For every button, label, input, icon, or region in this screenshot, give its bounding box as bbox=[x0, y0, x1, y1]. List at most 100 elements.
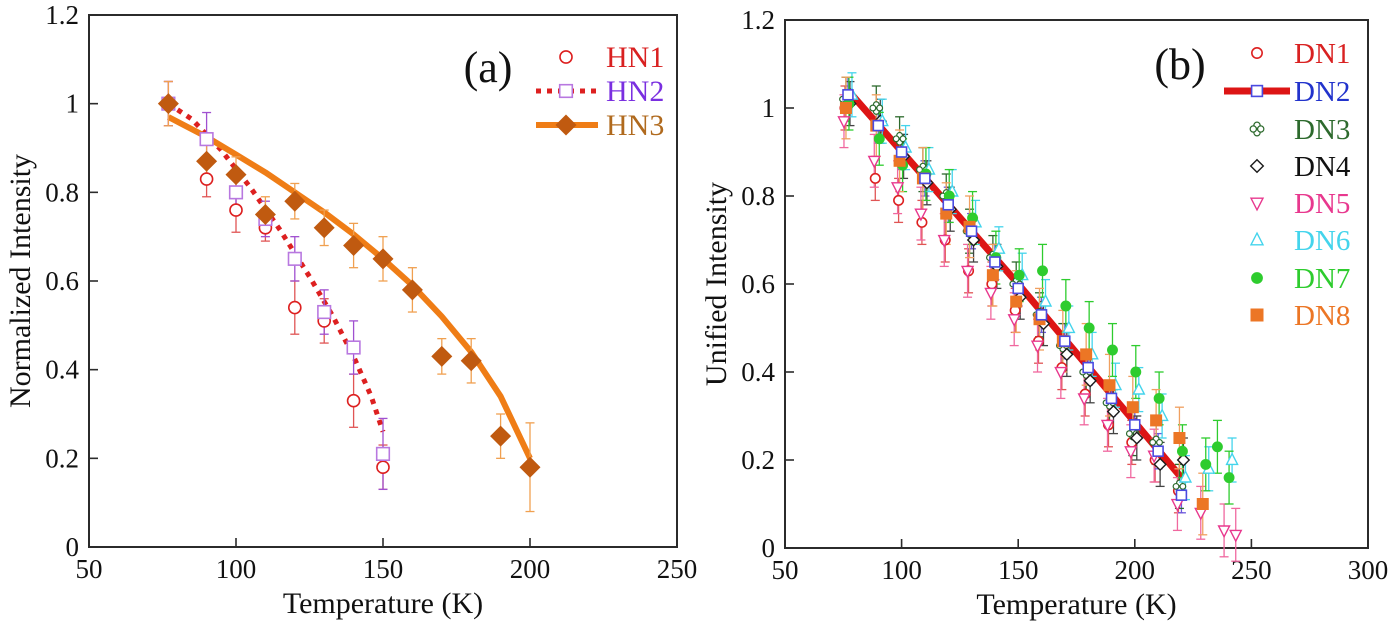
panel-a: 50 100 150 200 250 0 0.2 0.4 0.6 0.8 1 1.2 Temperatu… bbox=[4, 0, 697, 620]
legend-label: DN6 bbox=[1294, 225, 1350, 257]
DN3-point bbox=[892, 131, 907, 146]
HN1-legend-marker bbox=[559, 50, 573, 64]
y-tick-label: 1.2 bbox=[45, 0, 79, 30]
x-tick-label: 50 bbox=[76, 554, 103, 584]
legend-label: HN2 bbox=[606, 75, 664, 108]
DN6-point bbox=[1132, 381, 1146, 395]
DN1-point bbox=[893, 194, 905, 206]
x-tick-label: 200 bbox=[510, 554, 551, 584]
y-tick-label: 1 bbox=[762, 93, 776, 123]
HN3-point bbox=[490, 425, 512, 447]
DN5-point bbox=[1194, 507, 1208, 521]
HN2-legend-marker bbox=[558, 83, 574, 99]
DN2-point bbox=[1105, 392, 1118, 405]
DN4-point bbox=[1176, 453, 1191, 467]
x-tick-label: 150 bbox=[998, 555, 1039, 585]
HN3-legend-marker bbox=[555, 114, 577, 136]
legend-label: DN3 bbox=[1294, 114, 1350, 146]
DN4-point bbox=[966, 233, 981, 247]
DN5-point bbox=[1100, 419, 1115, 433]
DN8-point bbox=[839, 102, 852, 114]
HN1-point bbox=[376, 460, 390, 475]
x-tick-label: 250 bbox=[657, 554, 698, 584]
y-tick-label: 1 bbox=[66, 89, 80, 119]
HN3-point bbox=[519, 456, 541, 478]
DN5-point bbox=[1124, 446, 1138, 460]
HN3-point bbox=[157, 93, 179, 115]
legend-row-dn8: DN8 bbox=[1250, 300, 1350, 332]
y-tick-label: 0.2 bbox=[741, 445, 775, 475]
y-axis-title: Normalized Intensity bbox=[4, 154, 37, 408]
legend-row-hn3: HN3 bbox=[536, 109, 664, 142]
DN4-point bbox=[1130, 431, 1144, 445]
HN2-point bbox=[228, 185, 244, 200]
y-tick-label: 0.8 bbox=[45, 177, 79, 207]
DN5-point bbox=[984, 287, 998, 301]
DN8-point bbox=[986, 269, 999, 282]
DN2-point bbox=[989, 256, 1001, 268]
DN6-point bbox=[1062, 320, 1076, 334]
DN5-point bbox=[1054, 366, 1068, 380]
legend-label: DN4 bbox=[1294, 151, 1351, 183]
DN2-point bbox=[842, 89, 854, 101]
x-tick-label: 150 bbox=[363, 554, 404, 584]
DN2-point bbox=[1082, 361, 1094, 374]
DN5-point bbox=[837, 116, 851, 130]
HN3-point bbox=[284, 190, 306, 212]
DN4-point bbox=[1106, 404, 1121, 419]
legend-label: DN1 bbox=[1294, 38, 1350, 70]
x-tick-label: 100 bbox=[881, 555, 922, 585]
DN6-point bbox=[1038, 293, 1053, 307]
x-tick-label: 300 bbox=[1348, 555, 1389, 585]
DN7-point bbox=[1037, 265, 1048, 277]
DN7-point bbox=[1223, 472, 1235, 484]
HN2-point bbox=[375, 446, 391, 462]
DN4-point bbox=[1153, 457, 1167, 472]
DN7-point bbox=[1153, 392, 1165, 404]
DN5-point bbox=[960, 265, 975, 279]
DN5-point bbox=[914, 208, 928, 222]
DN5-point bbox=[890, 182, 905, 196]
panel-b: 50 100 150 200 250 300 0 0.2 0.4 0.6 0.8 1 1.2 Temper… bbox=[700, 5, 1388, 621]
legend-label: HN3 bbox=[606, 109, 664, 142]
legend: DN1 DN2 DN3 DN4 DN5 DN6 DN7 DN8 bbox=[1224, 38, 1351, 332]
DN7-point bbox=[1060, 300, 1072, 312]
DN2-point bbox=[1129, 419, 1141, 431]
legend-row-dn6: DN6 bbox=[1249, 225, 1350, 257]
DN8-point bbox=[1080, 348, 1093, 361]
DN6-point bbox=[1178, 469, 1193, 483]
DN2-point bbox=[919, 172, 931, 185]
DN1-point bbox=[869, 172, 881, 184]
y-tick-label: 0 bbox=[66, 532, 80, 562]
x-tick-label: 200 bbox=[1115, 555, 1156, 585]
DN7-point bbox=[1200, 458, 1212, 470]
DN8-point bbox=[1010, 295, 1023, 308]
legend-row-hn2: HN2 bbox=[536, 75, 664, 108]
legend-row-dn3: DN3 bbox=[1249, 114, 1350, 146]
DN2-point bbox=[1152, 445, 1164, 457]
legend-label: DN2 bbox=[1294, 76, 1350, 108]
HN1-point bbox=[346, 393, 361, 408]
HN1-point bbox=[199, 172, 214, 186]
legend-row-dn5: DN5 bbox=[1249, 188, 1350, 220]
DN4-legend-marker bbox=[1249, 158, 1265, 174]
DN6-point bbox=[1225, 452, 1239, 466]
DN7-point bbox=[1176, 445, 1188, 457]
HN2-point bbox=[287, 251, 302, 266]
HN3-point bbox=[254, 203, 276, 226]
HN2-point bbox=[317, 304, 332, 320]
DN1-legend-marker bbox=[1251, 47, 1263, 59]
DN4-point bbox=[1083, 374, 1097, 388]
markers bbox=[837, 86, 1243, 543]
legend-label: DN5 bbox=[1294, 188, 1350, 220]
y-tick-label: 0.6 bbox=[741, 269, 775, 299]
DN8-point bbox=[1150, 414, 1163, 427]
DN2-point bbox=[965, 225, 978, 237]
HN3-point bbox=[343, 235, 365, 257]
DN2-point bbox=[1012, 282, 1024, 295]
DN5-point bbox=[937, 234, 951, 248]
DN2-point bbox=[895, 146, 908, 158]
